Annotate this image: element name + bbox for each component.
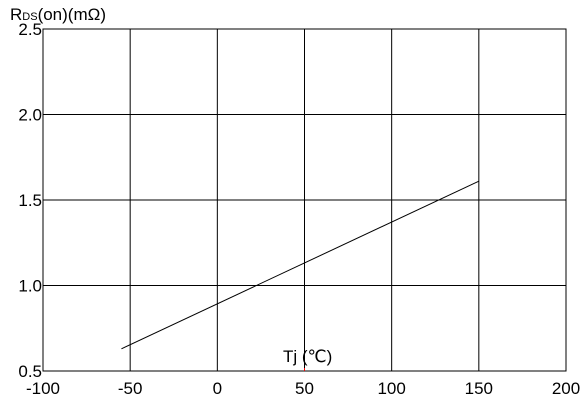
y-tick-labels: 0.5 1.0 1.5 2.0 2.5 — [18, 20, 42, 381]
x-tick-label: 50 — [295, 379, 314, 398]
y-tick-label: 1.5 — [18, 191, 42, 210]
x-axis-title: Tj (℃) — [283, 347, 332, 366]
y-tick-label: 2.0 — [18, 106, 42, 125]
series-group — [121, 180, 480, 371]
x-tick-label: 100 — [377, 379, 405, 398]
y-axis-title: RDS(on)(mΩ) — [10, 5, 106, 24]
x-tick-label: 200 — [552, 379, 580, 398]
y-tick-label: 1.0 — [18, 277, 42, 296]
y-tick-label: 2.5 — [18, 20, 42, 39]
y-tick-label: 0.5 — [18, 362, 42, 381]
x-tick-label: 0 — [213, 379, 222, 398]
x-tick-label: -100 — [26, 379, 60, 398]
grid-lines — [43, 29, 566, 371]
rds-series-line — [121, 180, 480, 350]
x-tick-labels: -100 -50 0 50 100 150 200 — [26, 379, 580, 398]
x-tick-label: 150 — [465, 379, 493, 398]
x-tick-label: -50 — [118, 379, 143, 398]
